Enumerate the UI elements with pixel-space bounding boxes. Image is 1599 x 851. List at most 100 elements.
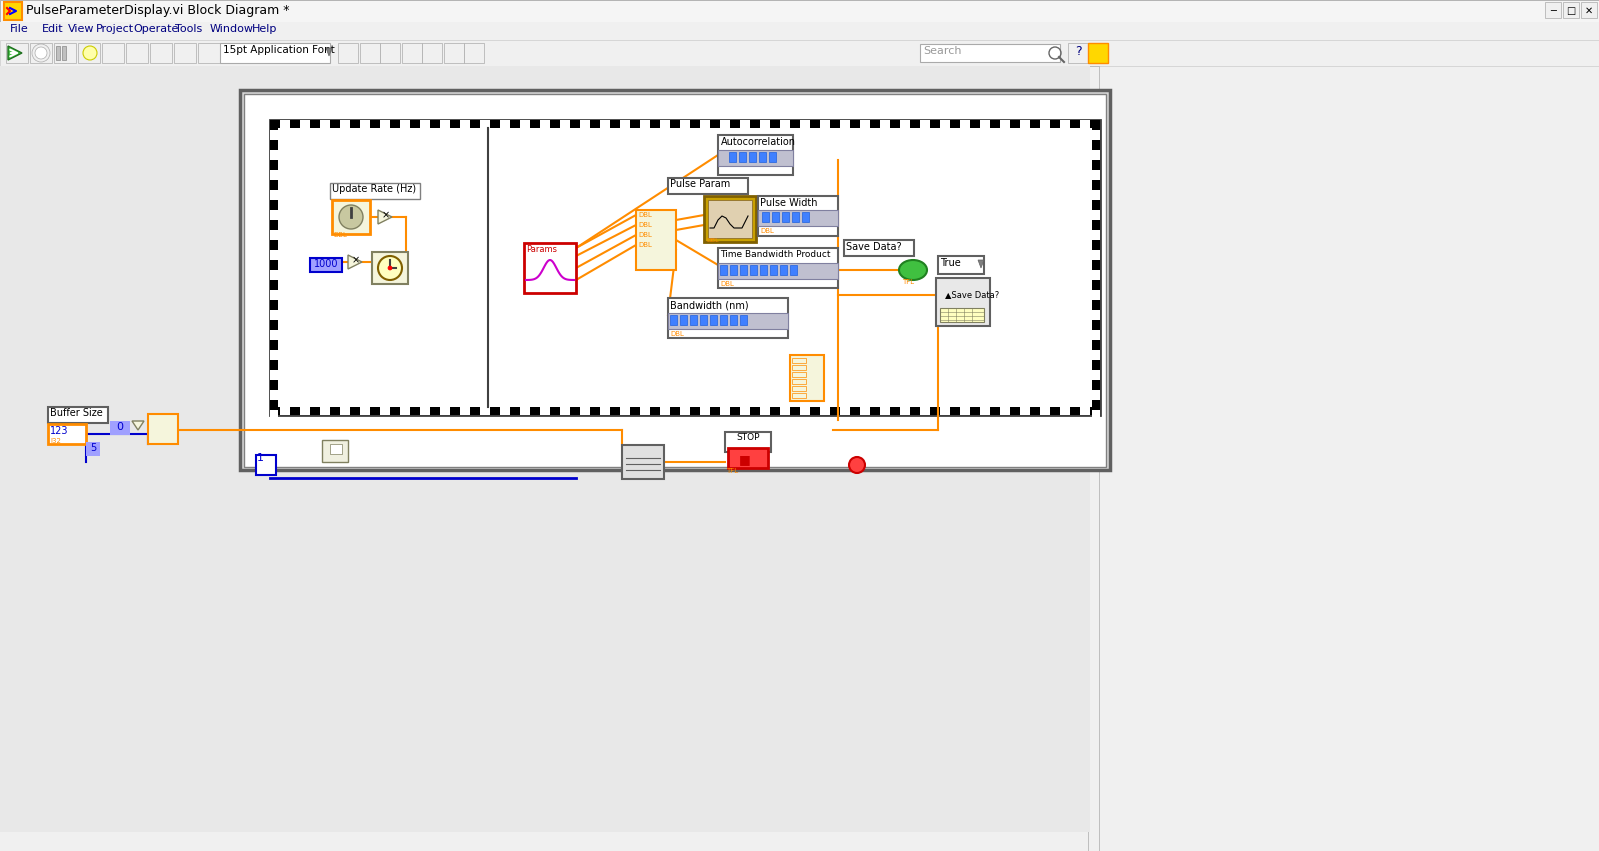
Bar (1092, 240, 1100, 250)
Bar (1092, 150, 1100, 160)
Bar (971, 407, 980, 415)
Text: DBL: DBL (670, 331, 684, 337)
Bar (270, 270, 278, 280)
Text: DBL: DBL (707, 238, 718, 243)
Bar (780, 120, 790, 128)
Text: Time Bandwidth Product: Time Bandwidth Product (720, 250, 830, 259)
Text: TFL: TFL (902, 279, 915, 285)
Text: Edit: Edit (42, 24, 64, 34)
Bar (270, 190, 278, 200)
Bar (999, 407, 1011, 415)
Bar (600, 407, 609, 415)
Bar (670, 315, 676, 325)
Bar (760, 152, 766, 162)
Bar (959, 407, 971, 415)
Circle shape (83, 46, 98, 60)
Bar (1092, 370, 1100, 380)
Bar (333, 200, 369, 234)
Bar (102, 43, 125, 63)
Bar (569, 120, 580, 128)
Text: Pulse Width: Pulse Width (760, 198, 817, 208)
Bar (321, 440, 349, 462)
Bar (480, 120, 489, 128)
Text: ■: ■ (739, 453, 752, 466)
Circle shape (849, 457, 865, 473)
Bar (1092, 380, 1100, 390)
Bar (780, 265, 787, 275)
Bar (550, 407, 560, 415)
Bar (280, 407, 289, 415)
Bar (844, 240, 915, 256)
Bar (710, 120, 720, 128)
Bar (48, 407, 109, 423)
Text: Pulse Param: Pulse Param (670, 179, 731, 189)
Bar (760, 120, 771, 128)
Bar (870, 407, 879, 415)
Bar (270, 290, 278, 300)
Text: Tools: Tools (174, 24, 201, 34)
Bar (811, 407, 820, 415)
Bar (449, 120, 461, 128)
Bar (381, 43, 400, 63)
Bar (803, 212, 809, 222)
Bar (520, 407, 529, 415)
Bar (480, 407, 489, 415)
Bar (668, 178, 748, 194)
Bar (1092, 160, 1100, 170)
Text: Window: Window (209, 24, 254, 34)
Bar (270, 180, 278, 190)
Bar (724, 432, 771, 452)
Text: True: True (940, 258, 961, 268)
Bar (935, 278, 990, 326)
Bar (800, 407, 811, 415)
Bar (680, 315, 688, 325)
Bar (421, 120, 430, 128)
Text: ×: × (382, 210, 390, 220)
Bar (270, 260, 278, 270)
Text: STOP: STOP (736, 433, 760, 442)
Bar (731, 407, 740, 415)
Bar (772, 212, 779, 222)
Bar (400, 407, 409, 415)
Bar (0, 0, 1599, 22)
Bar (1092, 220, 1100, 230)
Bar (580, 120, 590, 128)
Bar (560, 407, 569, 415)
Bar (1581, 2, 1597, 18)
Bar (931, 407, 940, 415)
Bar (740, 120, 750, 128)
Text: ─: ─ (1549, 6, 1556, 16)
Bar (919, 407, 931, 415)
Bar (320, 407, 329, 415)
Bar (1068, 43, 1087, 63)
Bar (760, 407, 771, 415)
Bar (720, 265, 728, 275)
Bar (489, 407, 500, 415)
Bar (740, 451, 756, 465)
Bar (1092, 120, 1100, 130)
Bar (792, 212, 800, 222)
Bar (1060, 407, 1070, 415)
Bar (270, 250, 278, 260)
Bar (500, 407, 510, 415)
Bar (1092, 270, 1100, 280)
Bar (289, 407, 301, 415)
Bar (708, 200, 752, 238)
Bar (750, 407, 760, 415)
Bar (851, 407, 860, 415)
Bar (670, 120, 680, 128)
Bar (1092, 300, 1100, 310)
Bar (771, 407, 780, 415)
Polygon shape (8, 46, 22, 60)
Bar (1092, 350, 1100, 360)
Bar (1092, 180, 1100, 190)
Bar (126, 43, 149, 63)
Bar (792, 365, 806, 370)
Bar (820, 407, 830, 415)
Bar (860, 120, 870, 128)
Bar (740, 315, 747, 325)
Bar (760, 265, 768, 275)
Text: File: File (10, 24, 29, 34)
Bar (6, 43, 29, 63)
Circle shape (389, 266, 392, 270)
